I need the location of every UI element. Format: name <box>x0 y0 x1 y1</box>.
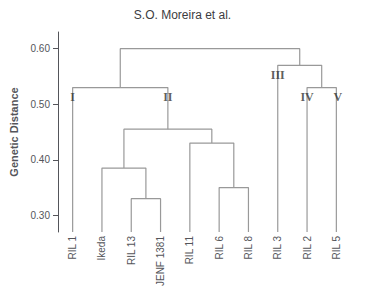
svg-text:RIL 8: RIL 8 <box>243 236 254 260</box>
svg-text:IV: IV <box>300 90 314 104</box>
svg-text:0.50: 0.50 <box>31 99 51 110</box>
svg-text:Genetic Distance: Genetic Distance <box>8 87 20 176</box>
svg-text:RIL 5: RIL 5 <box>331 236 342 260</box>
svg-text:Ikeda: Ikeda <box>96 236 107 261</box>
svg-text:III: III <box>271 68 285 82</box>
svg-text:RIL 1: RIL 1 <box>67 236 78 260</box>
svg-text:RIL 2: RIL 2 <box>302 236 313 260</box>
svg-text:RIL 3: RIL 3 <box>272 236 283 260</box>
svg-text:JENF 1381: JENF 1381 <box>155 236 166 286</box>
svg-text:RIL 11: RIL 11 <box>184 236 195 265</box>
svg-text:RIL 13: RIL 13 <box>126 236 137 266</box>
svg-text:0.30: 0.30 <box>31 210 51 221</box>
svg-text:II: II <box>163 90 173 104</box>
svg-text:S.O. Moreira et al.: S.O. Moreira et al. <box>134 8 231 22</box>
svg-text:V: V <box>333 90 342 104</box>
svg-text:0.40: 0.40 <box>31 154 51 165</box>
svg-text:I: I <box>70 90 75 104</box>
svg-text:RIL 6: RIL 6 <box>214 236 225 260</box>
svg-text:0.60: 0.60 <box>31 43 51 54</box>
